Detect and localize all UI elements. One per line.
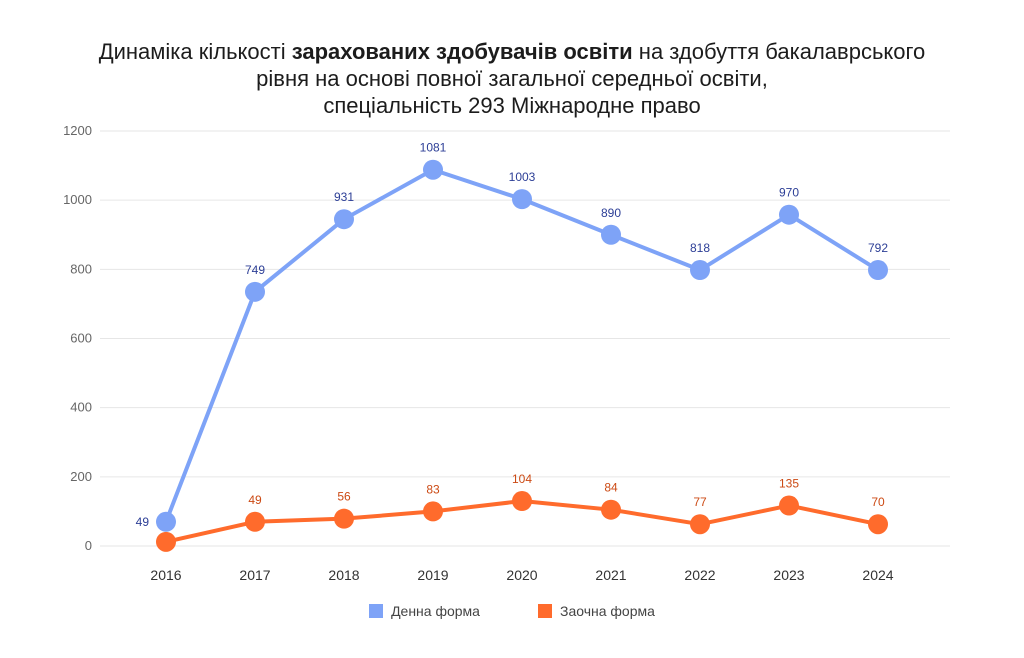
x-tick-label: 2016 [150, 567, 181, 583]
data-label-series-2: 77 [693, 495, 707, 509]
series-line-1 [164, 167, 880, 523]
data-point-series-1[interactable] [690, 260, 710, 281]
x-tick-label: 2019 [417, 567, 448, 583]
data-point-series-2[interactable] [334, 508, 354, 529]
y-tick-label: 800 [70, 261, 92, 276]
data-label-series-2: 135 [779, 477, 799, 491]
title-bold-phrase: зарахованих здобувачів освіти [291, 39, 633, 64]
data-label-series-1: 1003 [509, 170, 536, 184]
data-point-series-1[interactable] [156, 511, 176, 532]
y-tick-label: 200 [70, 469, 92, 484]
y-tick-label: 400 [70, 400, 92, 415]
data-label-series-1: 792 [868, 241, 888, 255]
series-layer [156, 159, 888, 552]
data-point-series-2[interactable] [690, 514, 710, 535]
legend-swatch-series-2 [537, 604, 552, 618]
data-labels: 49 749 931 1081 1003 890 818 970 792 49 56 83 104 84 7… [136, 141, 889, 529]
x-tick-label: 2024 [862, 567, 893, 583]
data-label-series-2: 49 [248, 493, 262, 507]
data-label-series-2: 83 [426, 482, 440, 496]
data-point-series-1[interactable] [868, 260, 888, 281]
grid-lines [100, 130, 950, 547]
chart-title: Динаміка кількості зарахованих здобувачі… [0, 38, 1024, 119]
x-tick-label: 2020 [506, 567, 537, 583]
legend-item-series-2[interactable]: Заочна форма [537, 603, 655, 619]
legend-label-series-1: Денна форма [391, 603, 480, 619]
x-tick-label: 2023 [773, 567, 804, 583]
data-point-series-2[interactable] [868, 514, 888, 535]
title-line-1: Динаміка кількості зарахованих здобувачі… [98, 39, 926, 64]
data-point-series-1[interactable] [779, 204, 799, 225]
data-label-series-1: 818 [690, 241, 710, 255]
data-point-series-2[interactable] [779, 495, 799, 516]
y-tick-label: 1000 [63, 192, 92, 207]
data-point-series-2[interactable] [156, 531, 176, 552]
title-line-3: спеціальність 293 Міжнародне право [323, 93, 701, 118]
title-line-2: рівня на основі повної загальної середнь… [256, 66, 768, 91]
data-point-series-2[interactable] [601, 499, 621, 520]
data-label-series-1: 749 [245, 263, 265, 277]
x-tick-label: 2017 [239, 567, 270, 583]
data-point-series-1[interactable] [512, 189, 532, 210]
y-axis-ticks: 0 200 400 600 800 1000 1200 [63, 123, 92, 553]
data-label-series-1: 49 [136, 515, 150, 529]
legend-item-series-1[interactable]: Денна форма [369, 603, 480, 619]
data-label-series-2: 70 [871, 495, 885, 509]
data-label-series-2: 56 [337, 490, 351, 504]
data-label-series-1: 970 [779, 186, 799, 200]
data-point-series-1[interactable] [423, 159, 443, 180]
data-point-series-2[interactable] [245, 511, 265, 532]
x-tick-label: 2018 [328, 567, 359, 583]
data-point-series-2[interactable] [423, 501, 443, 522]
data-label-series-2: 104 [512, 472, 532, 486]
data-label-series-2: 84 [604, 481, 618, 495]
data-point-series-1[interactable] [245, 281, 265, 302]
legend-label-series-2: Заочна форма [559, 603, 655, 619]
data-point-series-1[interactable] [334, 209, 354, 230]
data-point-series-1[interactable] [601, 224, 621, 245]
x-tick-label: 2021 [595, 567, 626, 583]
y-tick-label: 1200 [63, 123, 92, 138]
legend-swatch-series-1 [369, 604, 384, 618]
data-point-series-2[interactable] [512, 491, 532, 512]
y-tick-label: 0 [85, 538, 92, 553]
legend: Денна форма Заочна форма [0, 603, 1024, 619]
y-tick-label: 600 [70, 331, 92, 346]
data-label-series-1: 890 [601, 206, 621, 220]
x-axis-ticks: 2016 2017 2018 2019 2020 2021 2022 2023 2024 [150, 567, 893, 583]
x-tick-label: 2022 [684, 567, 715, 583]
data-label-series-1: 1081 [420, 141, 447, 155]
data-label-series-1: 931 [334, 190, 354, 204]
